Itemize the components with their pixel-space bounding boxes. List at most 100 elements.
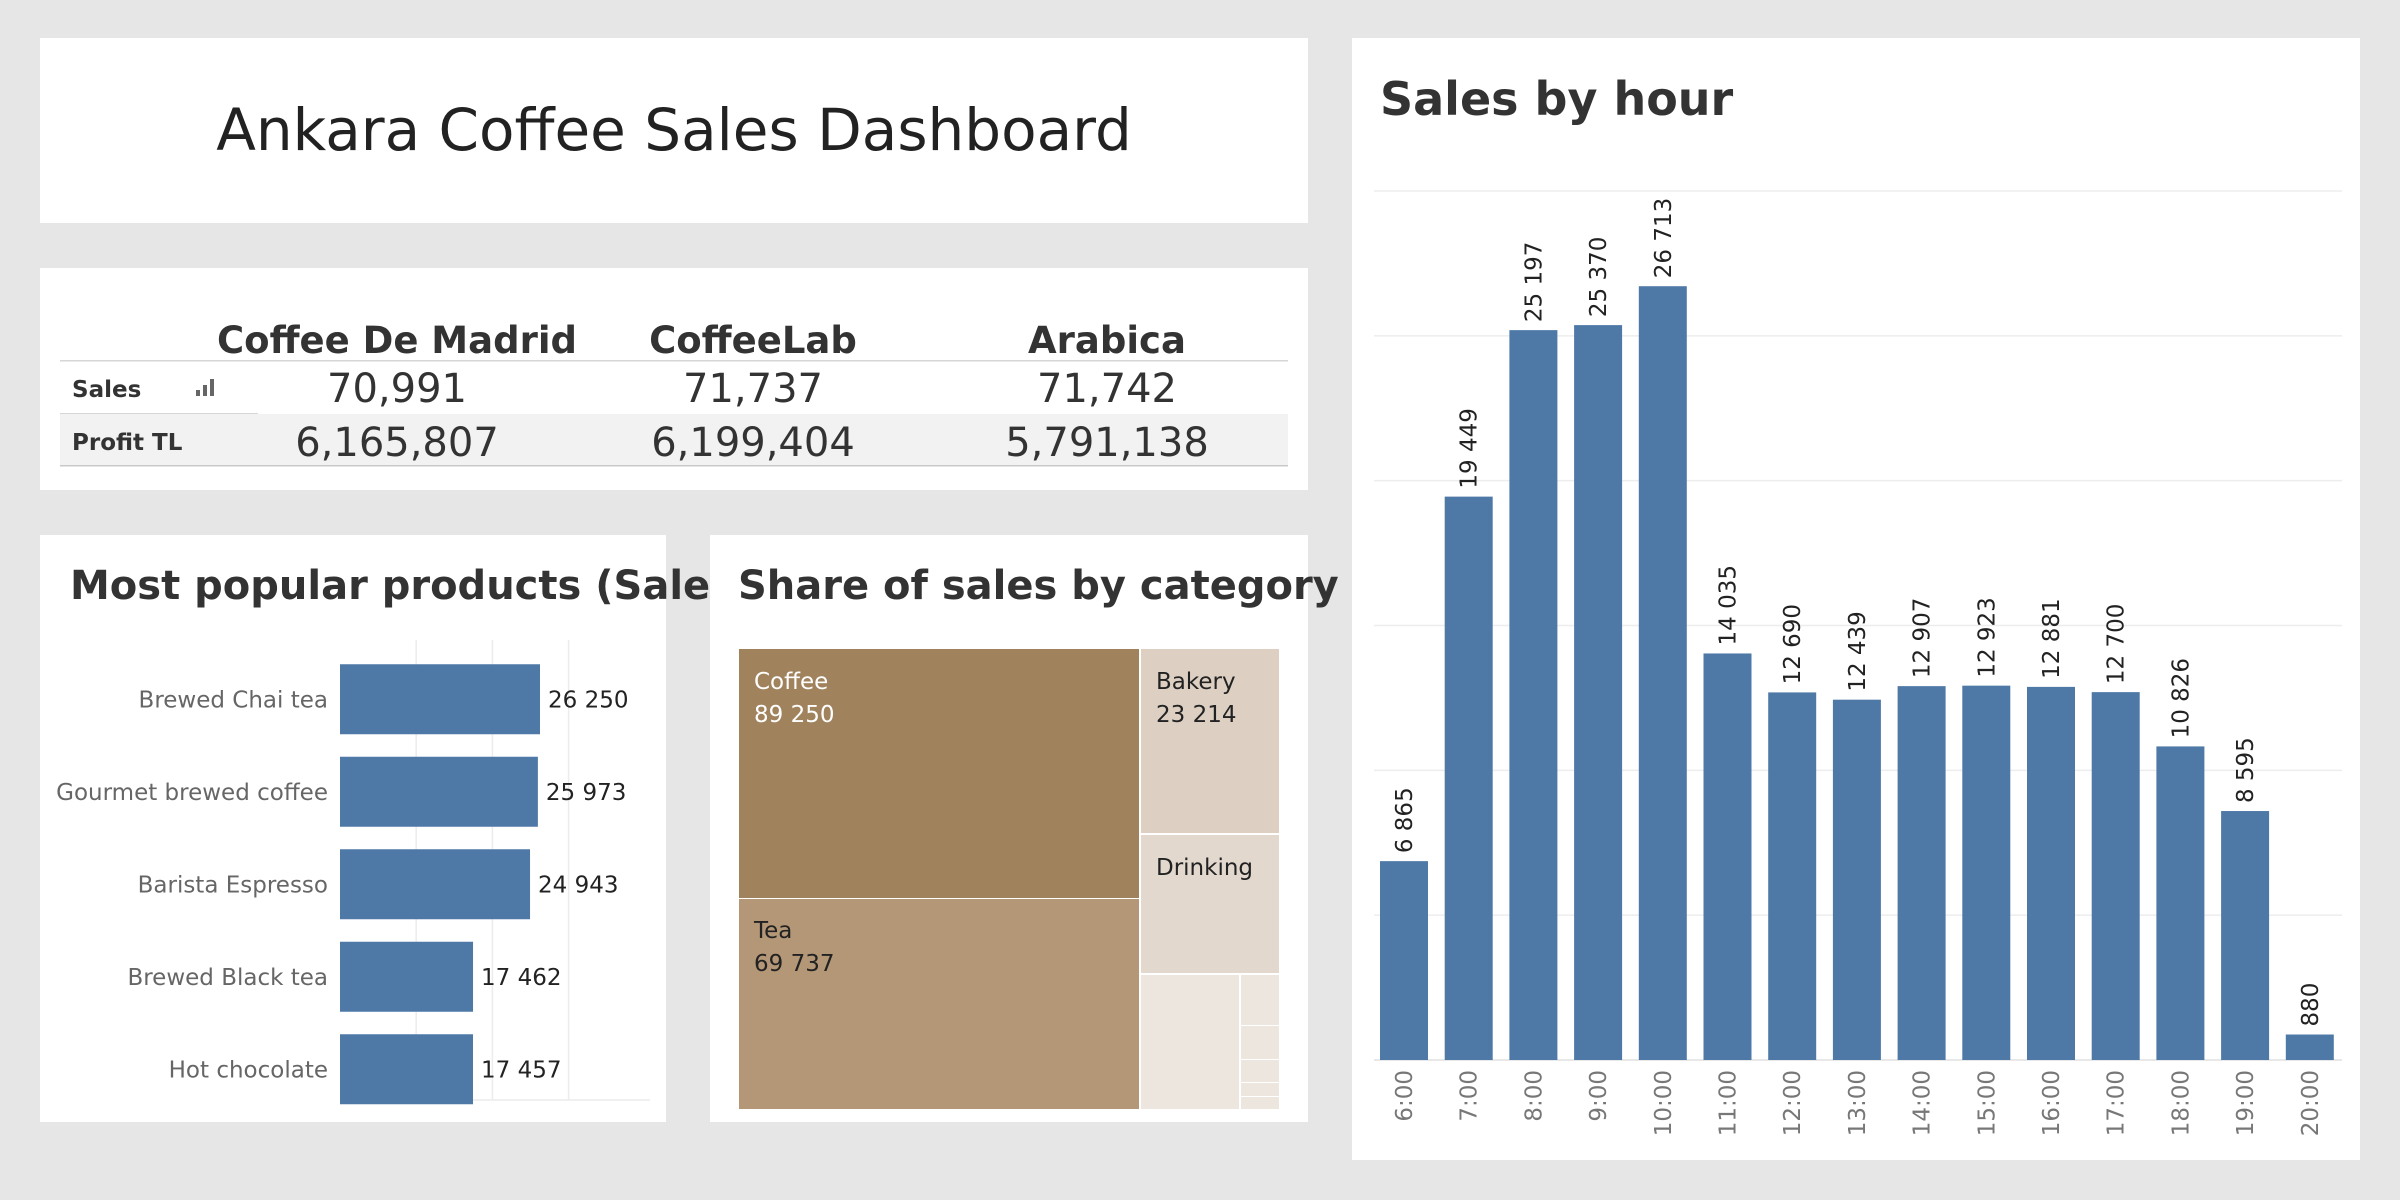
kpi-value: 5,791,138 xyxy=(1005,420,1209,466)
hour-tick-label: 19:00 xyxy=(2233,1070,2259,1136)
hour-tick-label: 13:00 xyxy=(1845,1070,1871,1136)
kpi-row-label: Sales xyxy=(72,377,141,403)
kpi-value: 6,199,404 xyxy=(651,420,855,466)
product-category-label: Brewed Chai tea xyxy=(139,687,328,713)
hour-tick-label: 14:00 xyxy=(1910,1070,1936,1136)
hour-bar[interactable] xyxy=(2285,1034,2334,1060)
product-bar[interactable] xyxy=(340,941,474,1012)
hour-bar[interactable] xyxy=(1897,686,1946,1060)
product-bar[interactable] xyxy=(340,849,531,920)
hour-bar[interactable] xyxy=(1574,325,1623,1060)
kpi-col-header: Coffee De Madrid xyxy=(217,319,577,362)
hour-tick-label: 12:00 xyxy=(1780,1070,1806,1136)
treemap-tile-small[interactable] xyxy=(1241,1060,1279,1082)
treemap-tile-drinking[interactable] xyxy=(1141,835,1279,973)
kpi-value: 71,742 xyxy=(1037,366,1177,412)
hour-value-label: 12 881 xyxy=(2039,598,2065,678)
hour-tick-label: 17:00 xyxy=(2104,1070,2130,1136)
hour-tick-label: 15:00 xyxy=(1974,1070,2000,1136)
hour-value-label: 6 865 xyxy=(1392,787,1418,853)
hour-value-label: 880 xyxy=(2298,983,2324,1027)
hour-bar[interactable] xyxy=(1444,496,1493,1060)
product-category-label: Brewed Black tea xyxy=(127,965,328,991)
treemap-label: Drinking xyxy=(1156,855,1253,881)
treemap-value: 69 737 xyxy=(754,951,834,977)
kpi-row-label: Profit TL xyxy=(72,430,183,456)
hour-bar[interactable] xyxy=(1509,330,1558,1060)
hour-value-label: 12 690 xyxy=(1780,604,1806,684)
hour-tick-label: 16:00 xyxy=(2039,1070,2065,1136)
kpi-row-band xyxy=(60,414,1288,466)
hour-tick-label: 10:00 xyxy=(1651,1070,1677,1136)
hour-tick-label: 7:00 xyxy=(1457,1070,1483,1122)
category-chart-title: Share of sales by category xyxy=(738,563,1339,609)
kpi-bottom-divider xyxy=(60,465,1288,467)
treemap-tile-small[interactable] xyxy=(1241,975,1279,1025)
product-bar[interactable] xyxy=(340,664,540,735)
product-value-label: 17 462 xyxy=(481,965,561,991)
hour-value-label: 12 923 xyxy=(1974,597,2000,677)
hour-bar[interactable] xyxy=(1380,861,1428,1060)
hour-tick-label: 11:00 xyxy=(1716,1070,1742,1136)
category-panel: Share of sales by category Coffee 89 250… xyxy=(710,535,1339,1122)
hour-bar[interactable] xyxy=(1703,653,1752,1060)
hour-value-label: 8 595 xyxy=(2233,737,2259,803)
kpi-value: 71,737 xyxy=(683,366,823,412)
dashboard-title: Ankara Coffee Sales Dashboard xyxy=(216,96,1132,164)
treemap-label: Bakery xyxy=(1156,669,1236,695)
treemap-value: 89 250 xyxy=(754,702,834,728)
hour-bar-chart: 6 865 6:00 19 449 7:00 25 197 8:00 25 370 9:00 2… xyxy=(1374,190,2342,1136)
products-panel: Most popular products (Sales) Brewed Cha… xyxy=(40,535,752,1122)
treemap-tile-coffee[interactable] xyxy=(739,649,1139,898)
product-category-label: Hot chocolate xyxy=(169,1057,328,1083)
hour-bar[interactable] xyxy=(1638,286,1687,1060)
product-value-label: 17 457 xyxy=(481,1057,561,1083)
kpi-table: Coffee De Madrid CoffeeLab Arabica Sales… xyxy=(60,319,1288,467)
title-panel: Ankara Coffee Sales Dashboard xyxy=(40,38,1308,223)
treemap-tile-small[interactable] xyxy=(1241,1026,1279,1059)
hour-value-label: 25 197 xyxy=(1521,242,1547,322)
treemap-tile-small[interactable] xyxy=(1241,1097,1279,1109)
products-chart-title: Most popular products (Sales) xyxy=(70,563,753,609)
hour-tick-label: 18:00 xyxy=(2168,1070,2194,1136)
hour-value-label: 12 700 xyxy=(2104,604,2130,684)
treemap-tile-tea[interactable] xyxy=(739,899,1139,1109)
hour-bar[interactable] xyxy=(1832,699,1881,1060)
product-value-label: 26 250 xyxy=(548,687,628,713)
kpi-value: 70,991 xyxy=(327,366,467,412)
hour-bar[interactable] xyxy=(2091,692,2140,1060)
hour-tick-label: 9:00 xyxy=(1586,1070,1612,1122)
product-value-label: 24 943 xyxy=(538,872,618,898)
hour-bar[interactable] xyxy=(2156,746,2205,1060)
hour-value-label: 12 439 xyxy=(1845,611,1871,691)
kpi-col-header: Arabica xyxy=(1028,319,1186,362)
hour-tick-label: 8:00 xyxy=(1521,1070,1547,1122)
treemap-tile-bakery[interactable] xyxy=(1141,649,1279,833)
hour-bar[interactable] xyxy=(1768,692,1817,1060)
hour-value-label: 26 713 xyxy=(1651,198,1677,278)
hour-value-label: 25 370 xyxy=(1586,237,1612,317)
kpi-col-header: CoffeeLab xyxy=(649,319,857,362)
product-value-label: 25 973 xyxy=(546,780,626,806)
treemap-tile-small[interactable] xyxy=(1241,1083,1279,1096)
hour-value-label: 12 907 xyxy=(1910,598,1936,678)
product-category-label: Gourmet brewed coffee xyxy=(56,780,328,806)
products-bar-chart: Brewed Chai tea 26 250 Gourmet brewed coff… xyxy=(56,640,650,1105)
product-bar[interactable] xyxy=(340,1034,474,1105)
hour-tick-label: 20:00 xyxy=(2298,1070,2324,1136)
kpi-label-divider xyxy=(60,413,258,414)
treemap-tile-small[interactable] xyxy=(1141,975,1239,1109)
hour-bar[interactable] xyxy=(2221,811,2270,1060)
category-treemap: Coffee 89 250 Tea 69 737 Bakery 23 214 D… xyxy=(739,649,1279,1109)
hour-value-label: 14 035 xyxy=(1716,565,1742,645)
bar-chart-sort-icon[interactable] xyxy=(196,379,214,396)
product-bar[interactable] xyxy=(340,756,538,827)
hour-value-label: 10 826 xyxy=(2168,658,2194,738)
treemap-label: Coffee xyxy=(754,669,828,695)
product-category-label: Barista Espresso xyxy=(138,872,328,898)
treemap-label: Tea xyxy=(753,918,792,944)
treemap-value: 23 214 xyxy=(1156,702,1236,728)
hour-value-label: 19 449 xyxy=(1457,408,1483,488)
hour-bar[interactable] xyxy=(1962,685,2011,1060)
hour-bar[interactable] xyxy=(2027,686,2075,1060)
